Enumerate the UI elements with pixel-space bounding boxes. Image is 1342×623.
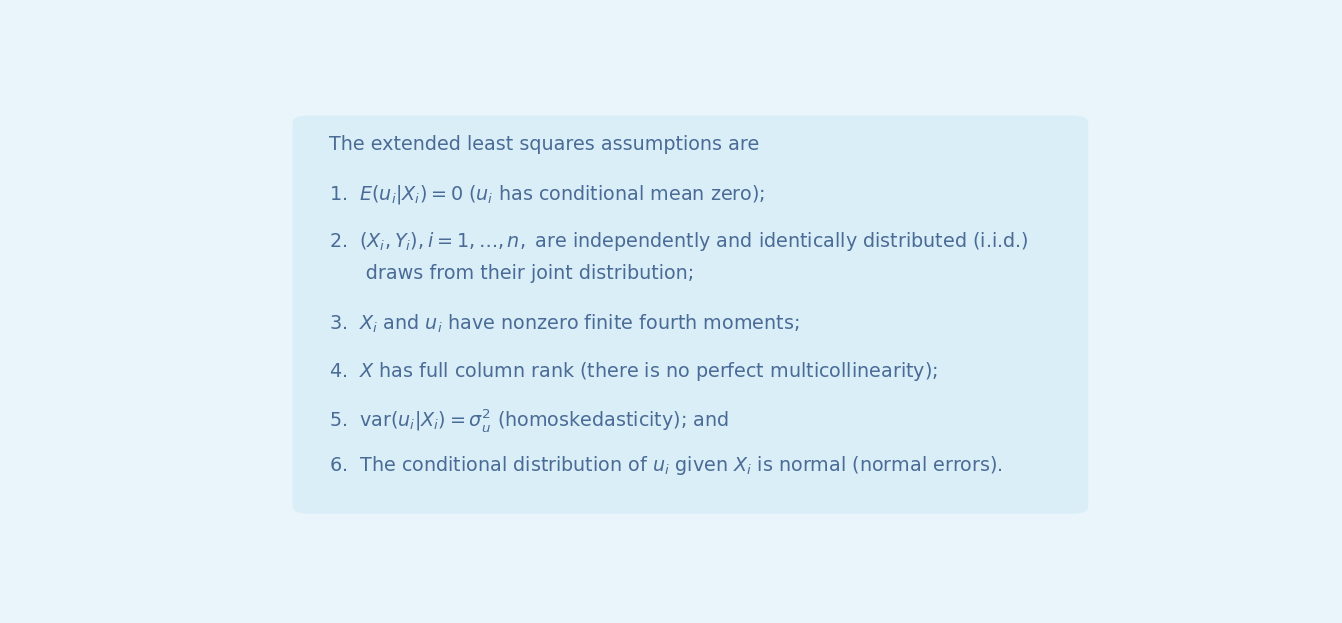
Text: 6.  The conditional distribution of $u_i$ given $X_i$ is normal (normal errors).: 6. The conditional distribution of $u_i$…	[329, 454, 1002, 477]
Text: 1.  $E(u_i|X_i) = 0$ $(u_i$ has conditional mean zero);: 1. $E(u_i|X_i) = 0$ $(u_i$ has condition…	[329, 183, 765, 206]
Text: The extended least squares assumptions are: The extended least squares assumptions a…	[329, 135, 760, 154]
Text: 5.  $\mathrm{var}(u_i|X_i) = \sigma_u^2$ (homoskedasticity); and: 5. $\mathrm{var}(u_i|X_i) = \sigma_u^2$ …	[329, 407, 729, 434]
Text: draws from their joint distribution;: draws from their joint distribution;	[329, 264, 694, 283]
Text: 4.  $X$ has full column rank (there is no perfect multicollinearity);: 4. $X$ has full column rank (there is no…	[329, 360, 938, 383]
Text: 2.  $(X_i, Y_i), i = 1, \ldots, n,$ are independently and identically distribute: 2. $(X_i, Y_i), i = 1, \ldots, n,$ are i…	[329, 230, 1028, 253]
Text: 3.  $X_i$ and $u_i$ have nonzero finite fourth moments;: 3. $X_i$ and $u_i$ have nonzero finite f…	[329, 313, 800, 335]
FancyBboxPatch shape	[293, 115, 1088, 514]
